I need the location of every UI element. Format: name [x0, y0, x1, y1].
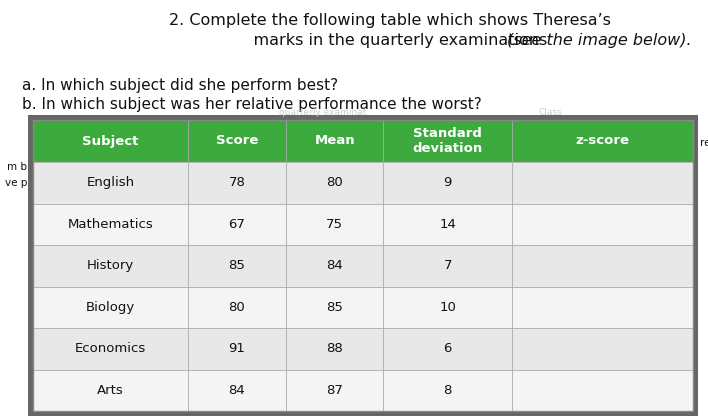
Bar	[33, 162, 693, 204]
Bar	[28, 115, 698, 416]
Text: b. In which subject was her relative performance the worst?: b. In which subject was her relative per…	[22, 97, 481, 112]
Bar	[33, 245, 693, 286]
Text: 6: 6	[444, 342, 452, 355]
Text: 85: 85	[326, 301, 343, 314]
Text: 80: 80	[229, 301, 245, 314]
Text: 84: 84	[229, 384, 245, 397]
Text: 80: 80	[326, 176, 343, 189]
Text: History: History	[87, 259, 135, 272]
Text: 75: 75	[326, 218, 343, 231]
Bar	[33, 204, 693, 245]
Text: 2. Complete the following table which shows Theresa’s: 2. Complete the following table which sh…	[169, 13, 611, 28]
Text: Economics: Economics	[75, 342, 146, 355]
Text: Biology: Biology	[86, 301, 135, 314]
Text: 88: 88	[326, 342, 343, 355]
Text: Mathematics: Mathematics	[68, 218, 154, 231]
Bar	[33, 286, 693, 328]
Text: 8: 8	[444, 384, 452, 397]
Text: English: English	[86, 176, 135, 189]
Bar	[33, 120, 693, 162]
Text: 78: 78	[229, 176, 246, 189]
Text: Class: Class	[539, 108, 562, 117]
Text: 9: 9	[444, 176, 452, 189]
Text: Score: Score	[216, 134, 258, 147]
Text: Arts: Arts	[97, 384, 124, 397]
Text: 87: 87	[326, 384, 343, 397]
Text: quarterly examinat: quarterly examinat	[279, 108, 367, 117]
Bar	[33, 120, 693, 411]
Text: rek: rek	[700, 138, 708, 148]
Text: 14: 14	[440, 218, 456, 231]
Text: ve p: ve p	[5, 178, 27, 188]
Bar	[33, 328, 693, 370]
Text: marks in the quarterly examinations: marks in the quarterly examinations	[233, 33, 547, 48]
Text: Subject: Subject	[82, 134, 139, 147]
Text: (see the image below).: (see the image below).	[507, 33, 692, 48]
Text: a. In which subject did she perform best?: a. In which subject did she perform best…	[22, 78, 338, 93]
Text: 84: 84	[326, 259, 343, 272]
Text: 7: 7	[443, 259, 452, 272]
Text: z-score: z-score	[576, 134, 629, 147]
Bar	[33, 370, 693, 411]
Text: 10: 10	[440, 301, 456, 314]
Text: Standard
deviation: Standard deviation	[413, 127, 483, 155]
Text: 85: 85	[229, 259, 246, 272]
Text: m b: m b	[7, 162, 27, 172]
Text: 67: 67	[229, 218, 246, 231]
Text: 91: 91	[229, 342, 246, 355]
Text: Mean: Mean	[314, 134, 355, 147]
